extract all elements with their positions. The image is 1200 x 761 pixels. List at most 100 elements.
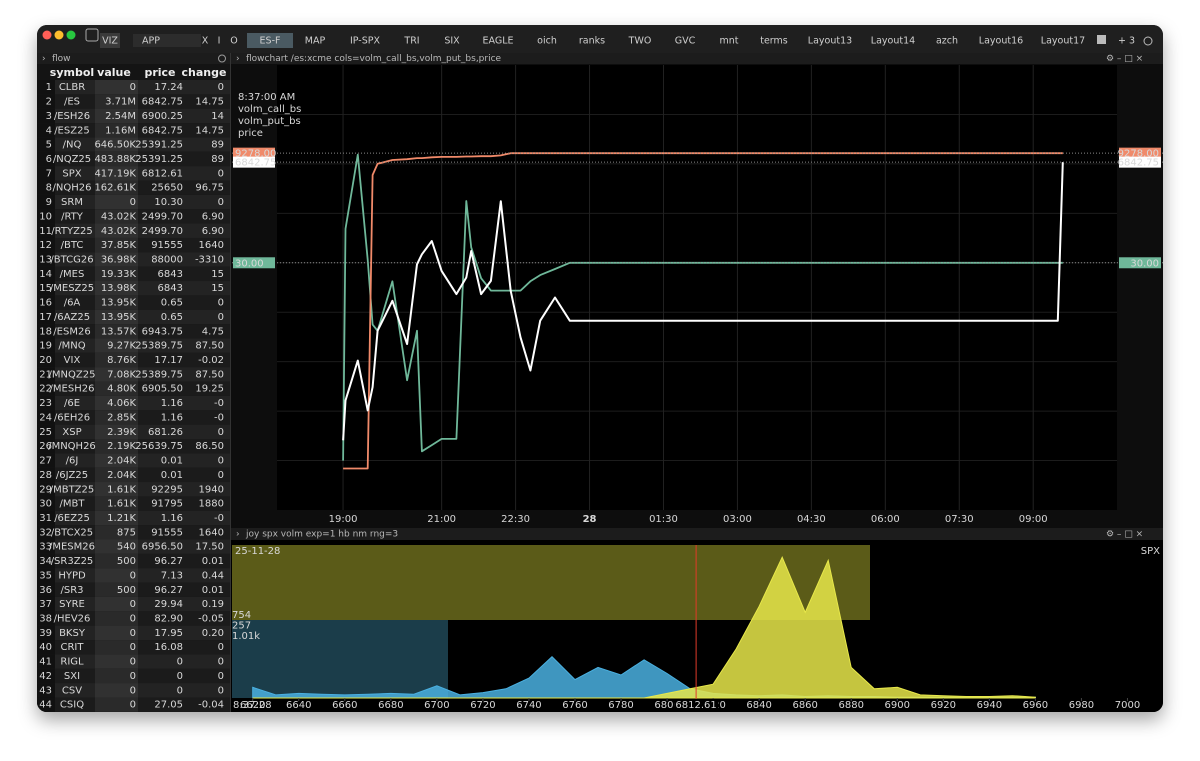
index-cell	[37, 539, 55, 554]
price: 10.30	[154, 197, 183, 208]
change: 6.90	[202, 211, 224, 222]
toolbar-tab[interactable]: GVC	[675, 36, 696, 47]
plot-area	[277, 65, 1117, 510]
row-index: 24	[39, 412, 52, 423]
toolbar-tab[interactable]: Layout13	[808, 36, 852, 47]
toolbar-tab[interactable]: TRI	[403, 36, 419, 47]
symbol-label: SPX	[1141, 546, 1160, 557]
volume: 875	[117, 527, 136, 538]
add-icon[interactable]: +	[1118, 36, 1126, 47]
flow-titlebar	[37, 53, 230, 64]
index-cell	[37, 654, 55, 669]
symbol: SXI	[64, 671, 80, 682]
x-tick-label: 22:30	[501, 514, 530, 525]
zoom-button[interactable]	[66, 30, 76, 40]
power-icon[interactable]	[1143, 36, 1153, 46]
volume: 0	[130, 657, 136, 668]
sidebar-icon[interactable]	[85, 28, 99, 42]
price: 0	[177, 657, 183, 668]
close-button[interactable]	[42, 30, 52, 40]
toolbar-tab[interactable]: VIZ	[102, 36, 118, 47]
symbol: /NQZ25	[53, 154, 91, 165]
index-cell	[37, 367, 55, 382]
volume: 0	[130, 197, 136, 208]
minimize-button[interactable]	[54, 30, 64, 40]
column-header: change	[182, 66, 227, 79]
toolbar-tab[interactable]: MAP	[305, 36, 326, 47]
row-index: 37	[39, 599, 52, 610]
symbol: /RTYZ25	[51, 226, 92, 237]
toolbar-tab[interactable]: Layout16	[979, 36, 1023, 47]
save-icon[interactable]	[1097, 35, 1106, 44]
price: 1.16	[161, 398, 183, 409]
price: 25639.75	[135, 441, 183, 452]
toolbar-tab[interactable]: ES-F	[260, 36, 281, 47]
symbol: /6E	[64, 398, 80, 409]
symbol: /HEV26	[54, 614, 91, 625]
toolbar-tab[interactable]: mnt	[720, 36, 739, 47]
row-index: 44	[39, 700, 52, 711]
collapse-arrow[interactable]: ›	[236, 530, 240, 540]
panel-controls[interactable]: ⚙ – □ ×	[1106, 54, 1143, 64]
volume: 7.08K	[107, 369, 136, 380]
symbol: /MES	[60, 269, 85, 280]
volume: 646.50K	[94, 140, 136, 151]
toolbar-tab[interactable]: oich	[537, 36, 557, 47]
price: 25389.75	[135, 369, 183, 380]
volume: 0	[130, 628, 136, 639]
change: 0	[218, 470, 224, 481]
value-cell	[95, 697, 138, 712]
change: 0.20	[202, 628, 224, 639]
symbol: /BTCX25	[51, 527, 93, 538]
volume: 540	[117, 542, 136, 553]
panel-controls[interactable]: ⚙ – □ ×	[1106, 530, 1143, 540]
collapse-arrow[interactable]: ›	[236, 54, 240, 64]
toolbar-tab[interactable]: Layout17	[1041, 36, 1085, 47]
toolbar-tab[interactable]: Layout14	[871, 36, 915, 47]
toolbar-tab[interactable]: TWO	[628, 36, 652, 47]
value-cell	[95, 582, 138, 597]
volume: 162.61K	[94, 183, 136, 194]
symbol: /NQ	[63, 140, 82, 151]
volume: 37.85K	[101, 240, 137, 251]
price: 92295	[151, 484, 183, 495]
index-cell	[37, 94, 55, 109]
value-cell	[95, 123, 138, 138]
toolbar-tab[interactable]: IP-SPX	[350, 36, 381, 47]
x-tick-label: 07:30	[945, 514, 974, 525]
price: 96.27	[154, 556, 183, 567]
level-label-box	[233, 257, 275, 269]
settings-icon[interactable]	[218, 54, 226, 63]
toolbar-tab[interactable]: APP	[142, 36, 160, 47]
x-tick-label: 6780	[608, 700, 633, 711]
level-label-box	[1119, 257, 1161, 269]
toolbar-tab[interactable]: terms	[760, 36, 788, 47]
volume: 13.57K	[101, 326, 137, 337]
symbol: /6EZ25	[54, 513, 90, 524]
tab-count: 3	[1129, 36, 1135, 47]
price: 96.27	[154, 585, 183, 596]
toolbar-tab[interactable]: EAGLE	[483, 36, 514, 47]
change: 15	[211, 283, 224, 294]
toolbar-tab[interactable]: ranks	[579, 36, 605, 47]
index-cell	[37, 668, 55, 684]
change: 86.50	[195, 441, 224, 452]
symbol: /6AZ25	[54, 312, 90, 323]
row-index: 42	[39, 671, 52, 682]
toolbar-tab[interactable]: SIX	[444, 36, 460, 47]
row-index: 8	[46, 183, 52, 194]
toolbar-tab[interactable]: azch	[936, 36, 958, 47]
index-cell	[37, 194, 55, 210]
toolbar-tab[interactable]: I	[218, 36, 221, 47]
level-label: 6842.75	[235, 158, 276, 169]
toolbar-tab[interactable]: X	[202, 36, 209, 47]
collapse-arrow[interactable]: ›	[42, 54, 46, 64]
price: 25389.75	[135, 341, 183, 352]
joy-titlebar	[231, 528, 1163, 540]
x-tick-label: 6940	[977, 700, 1002, 711]
value-cell	[95, 80, 138, 95]
symbol: /BTC	[61, 240, 84, 251]
x-tick-label: 6980	[1069, 700, 1094, 711]
time-label: 8:37:28	[233, 700, 272, 711]
toolbar-tab[interactable]: O	[230, 36, 237, 47]
